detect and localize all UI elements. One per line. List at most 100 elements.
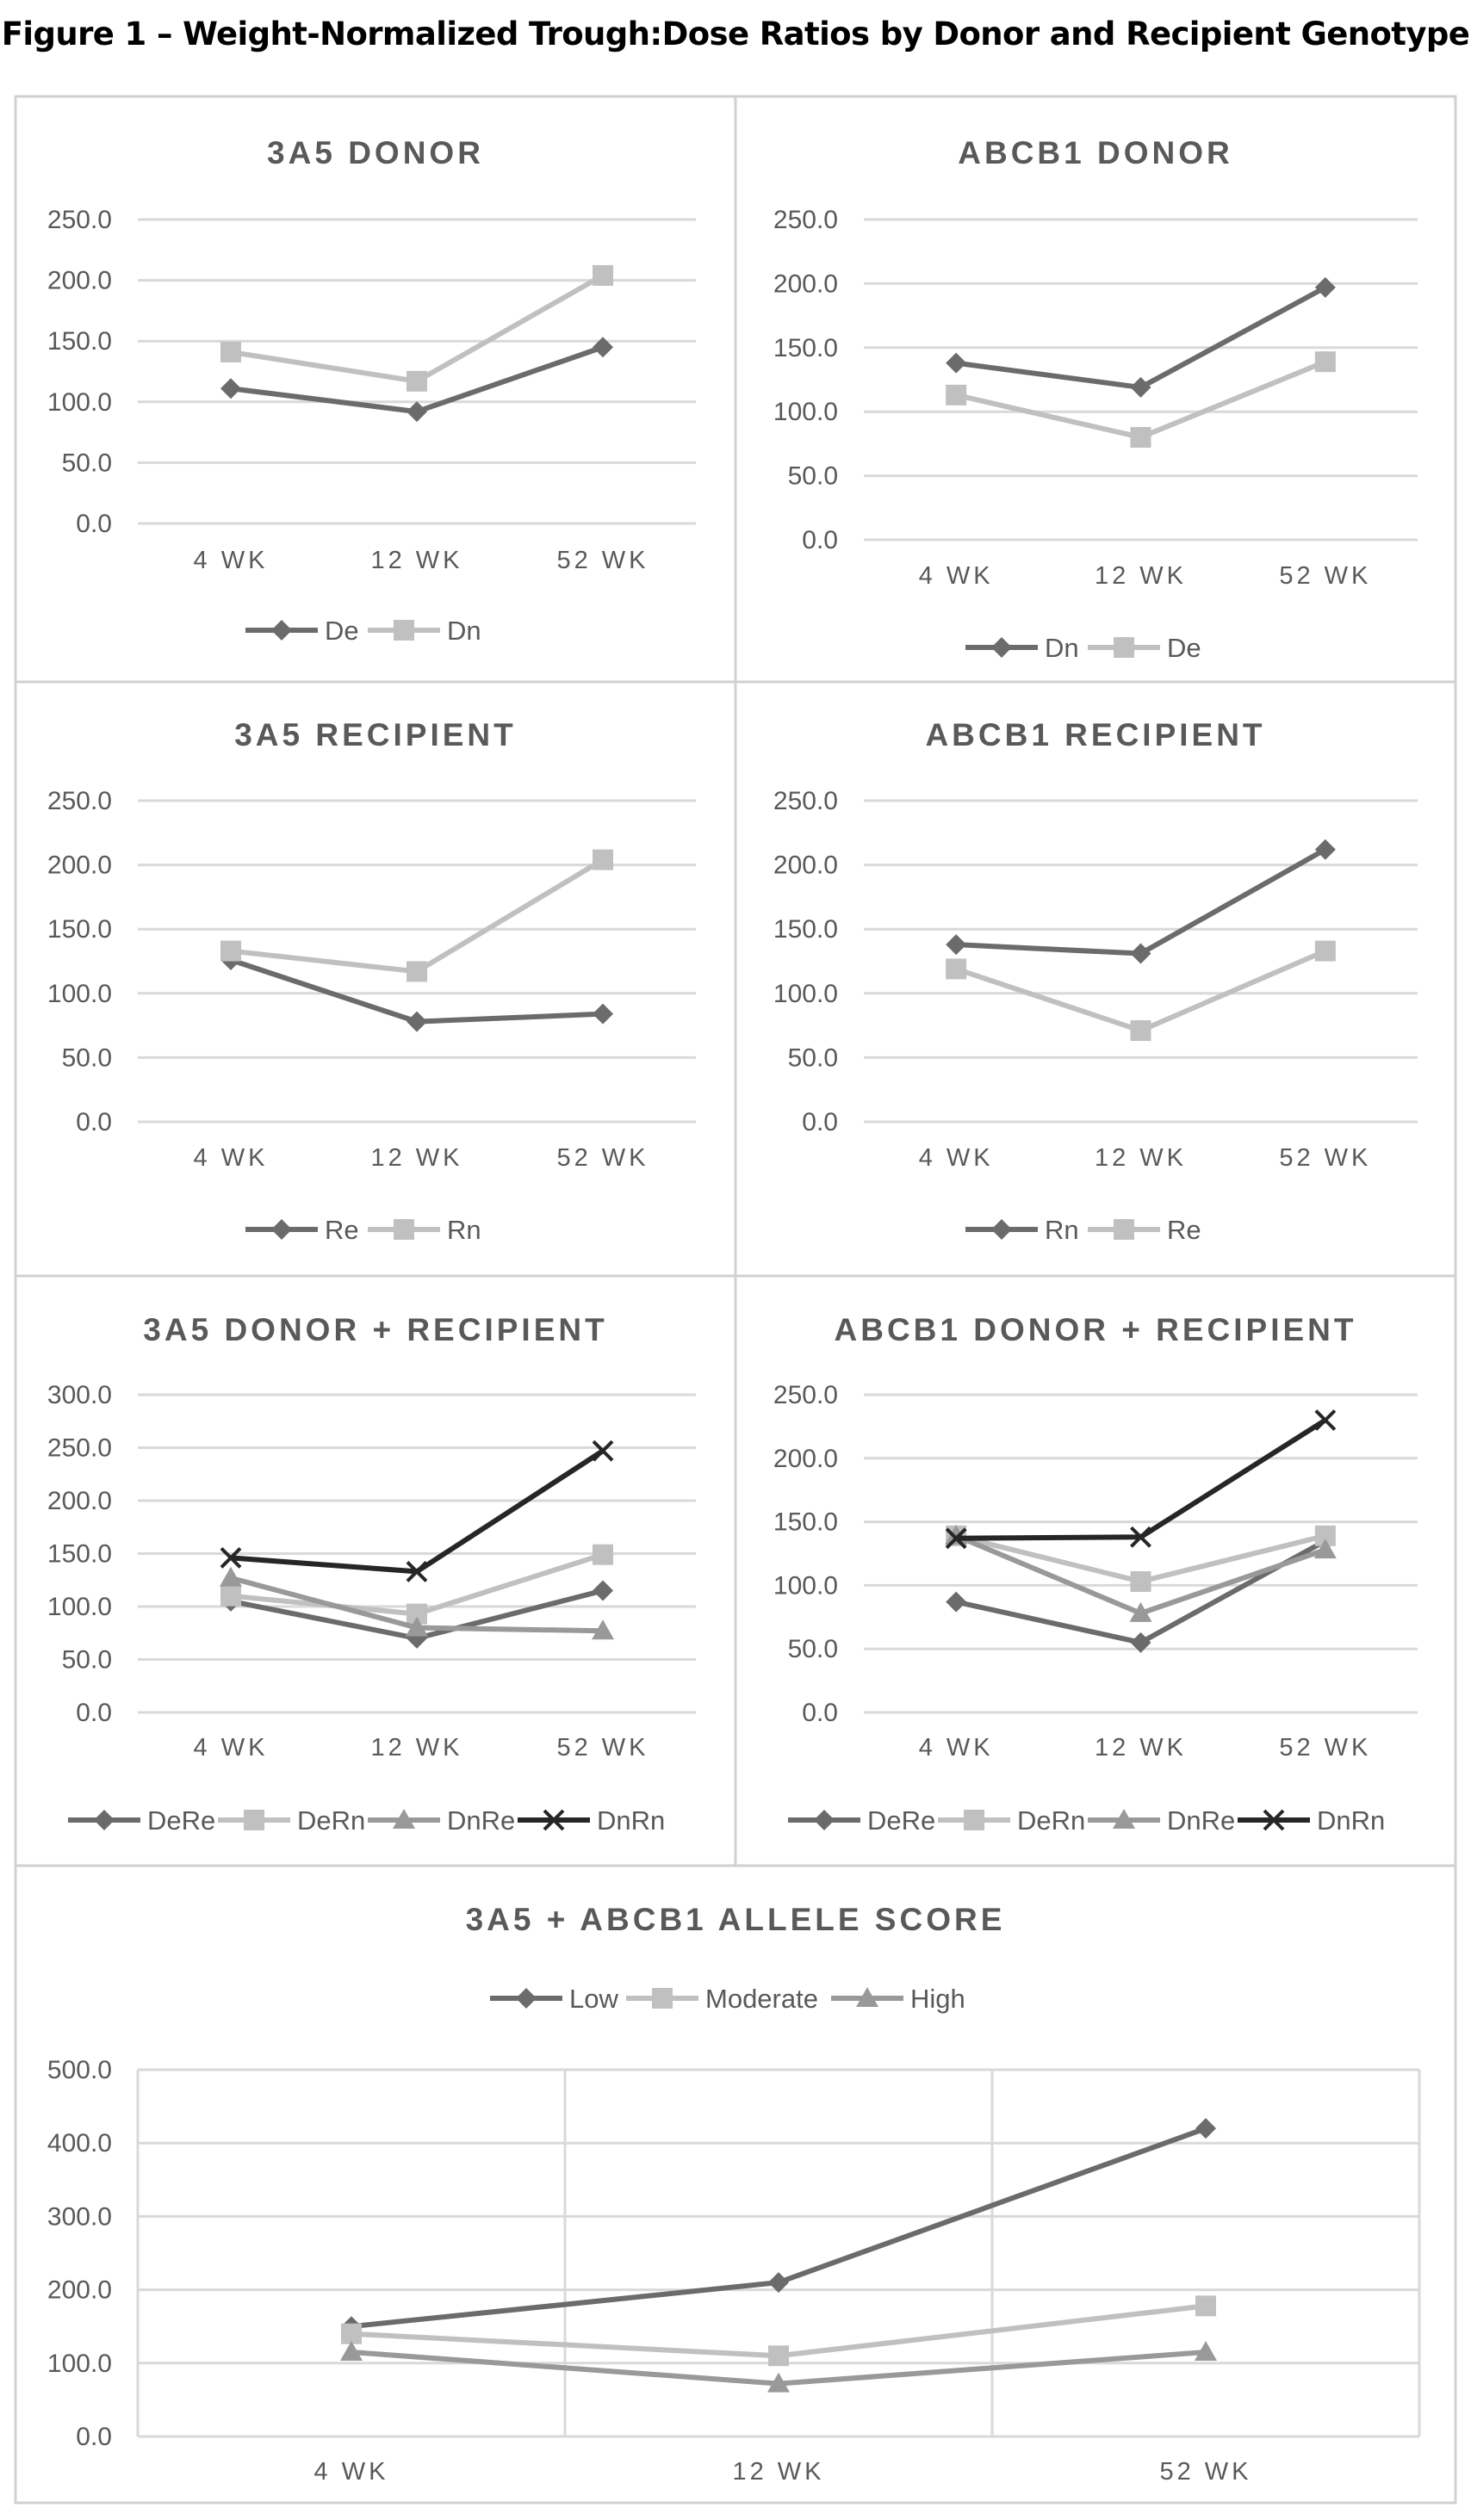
panel-frame: [734, 680, 1457, 1278]
y-tick-label: 50.0: [788, 1043, 838, 1072]
legend-label: Re: [325, 1215, 359, 1245]
y-tick-label: 50.0: [788, 1635, 838, 1663]
y-tick-label: 100.0: [773, 398, 838, 426]
data-point-dnrn: [220, 1547, 242, 1569]
data-point-de: [593, 337, 613, 358]
data-point-de: [946, 384, 967, 406]
legend-marker: [1263, 1809, 1285, 1831]
x-tick-label: 52 WK: [1279, 1734, 1371, 1762]
legend-label: Rn: [447, 1215, 481, 1245]
figure-title: Figure 1 – Weight-Normalized Trough:Dose…: [1, 15, 1470, 53]
data-point-dnrn: [1130, 1526, 1151, 1548]
y-tick-label: 0.0: [76, 1699, 112, 1727]
chart-title: 3A5 DONOR: [267, 135, 484, 170]
data-point-dn: [407, 370, 427, 392]
x-tick-label: 4 WK: [919, 1734, 994, 1762]
legend-item-dnrn: DnRn: [518, 1805, 665, 1836]
chart-panel-3: 3A5 RECIPIENT 0.0 50.0 100.0 150.0 200.0 250.0…: [14, 680, 737, 1278]
chart-panel-7: 3A5 + ABCB1 ALLELE SCORE 0.0 100.0 200.0 300…: [14, 1864, 1457, 2505]
legend-marker: [856, 1987, 878, 2007]
x-tick-label: 52 WK: [556, 547, 649, 574]
x-tick-label: 12 WK: [370, 1734, 462, 1762]
y-tick-label: 0.0: [76, 2423, 112, 2451]
legend-marker: [394, 620, 414, 641]
legend-marker: [991, 1219, 1012, 1240]
data-point-rn: [1130, 943, 1151, 964]
legend-item-dern: DeRn: [218, 1805, 365, 1836]
y-tick-label: 250.0: [47, 787, 112, 815]
data-point-moderate: [1195, 2295, 1216, 2317]
data-point-re: [1130, 1020, 1151, 1042]
y-tick-label: 300.0: [47, 1381, 112, 1409]
series-line-de: [955, 359, 1326, 440]
legend-label: DnRe: [1167, 1805, 1235, 1836]
legend-marker: [393, 1809, 415, 1829]
y-tick-label: 500.0: [47, 2056, 112, 2084]
x-tick-label: 12 WK: [1095, 562, 1187, 590]
data-point-rn: [220, 940, 241, 962]
data-point-high: [767, 2372, 790, 2393]
y-tick-label: 50.0: [62, 1043, 112, 1072]
data-point-rn: [946, 934, 967, 956]
data-point-dn: [220, 341, 241, 362]
y-tick-label: 100.0: [773, 980, 838, 1008]
data-point-dere: [1130, 1631, 1151, 1653]
x-tick-label: 4 WK: [919, 1144, 994, 1172]
data-point-re: [593, 1003, 613, 1025]
legend-marker: [991, 637, 1012, 658]
data-point-rn: [593, 849, 613, 870]
data-point-dnre: [406, 1616, 428, 1637]
y-tick-label: 150.0: [47, 1540, 112, 1569]
legend-label: Rn: [1045, 1215, 1079, 1245]
y-tick-label: 0.0: [802, 526, 838, 554]
panel-frame: [14, 680, 737, 1278]
legend-marker: [964, 1810, 984, 1830]
y-tick-label: 50.0: [62, 449, 112, 477]
legend-marker: [516, 1988, 537, 2009]
x-tick-label: 4 WK: [194, 1734, 269, 1762]
x-tick-label: 52 WK: [1279, 562, 1371, 590]
legend-marker: [271, 1219, 292, 1240]
legend-label: High: [910, 1984, 965, 2014]
x-tick-label: 4 WK: [194, 547, 269, 574]
data-point-de: [1130, 426, 1151, 448]
legend-label: DeRn: [297, 1805, 365, 1836]
x-tick-label: 52 WK: [1159, 2458, 1251, 2486]
legend-marker: [1113, 1809, 1135, 1829]
chart-title: ABCB1 RECIPIENT: [925, 717, 1265, 752]
data-point-re: [946, 958, 967, 980]
y-tick-label: 200.0: [773, 269, 838, 298]
legend-item-high: High: [831, 1984, 965, 2014]
y-tick-label: 0.0: [802, 1699, 838, 1727]
legend-item-low: Low: [490, 1984, 618, 2014]
y-tick-label: 200.0: [47, 267, 112, 295]
panel-frame: [734, 95, 1457, 684]
legend-marker: [814, 1810, 835, 1830]
y-tick-label: 200.0: [47, 851, 112, 880]
legend-label: De: [1167, 633, 1201, 663]
y-tick-label: 0.0: [76, 1108, 112, 1136]
y-tick-label: 100.0: [47, 1593, 112, 1621]
x-tick-label: 52 WK: [1279, 1144, 1371, 1172]
legend-label: Dn: [1045, 633, 1079, 663]
chart-panel-6: ABCB1 DONOR + RECIPIENT 0.0 50.0 100.0 150.0…: [734, 1274, 1457, 1867]
y-tick-label: 100.0: [47, 2350, 112, 2378]
chart-title: ABCB1 DONOR + RECIPIENT: [835, 1312, 1357, 1347]
y-tick-label: 200.0: [773, 851, 838, 880]
data-point-high: [1195, 2341, 1217, 2362]
data-point-dnrn: [592, 1440, 614, 1462]
data-point-dere: [593, 1580, 613, 1601]
legend-marker: [652, 1988, 673, 2009]
data-point-de: [220, 378, 241, 399]
legend-label: DnRe: [447, 1805, 515, 1836]
series-line-low: [351, 2126, 1207, 2330]
y-tick-label: 200.0: [47, 2276, 112, 2305]
data-point-rn: [1314, 839, 1336, 860]
legend-label: DnRn: [597, 1805, 665, 1836]
y-tick-label: 250.0: [773, 1381, 838, 1409]
legend-item-rn: Rn: [368, 1215, 481, 1245]
legend-item-de: De: [245, 616, 359, 646]
x-tick-label: 12 WK: [1095, 1144, 1187, 1172]
legend-marker: [543, 1809, 565, 1831]
legend-label: DeRe: [147, 1805, 215, 1836]
